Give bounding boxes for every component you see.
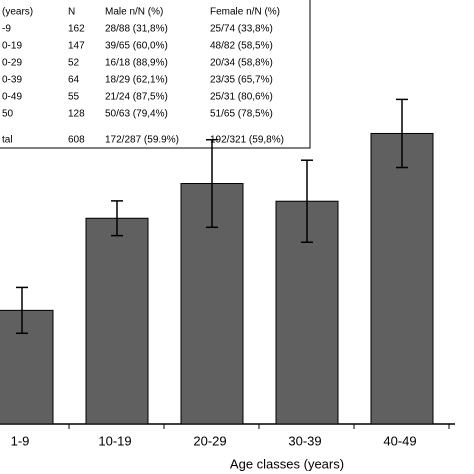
- x-axis-title: Age classes (years): [230, 456, 344, 471]
- table-cell: 64: [68, 75, 80, 86]
- table-cell: 23/35 (65,7%): [210, 75, 273, 86]
- table-cell: 16/18 (88,9%): [105, 58, 168, 69]
- x-tick-label: 1-9: [11, 433, 30, 448]
- table-cell: 18/29 (62,1%): [105, 75, 168, 86]
- table-cell: 608: [68, 135, 85, 146]
- table-cell: 21/24 (87,5%): [105, 92, 168, 103]
- bar: [85, 217, 149, 425]
- table-cell: 0-19: [2, 41, 22, 52]
- error-bar: [396, 98, 408, 169]
- table-cell: Male n/N (%): [105, 7, 163, 18]
- table-cell: tal: [2, 135, 13, 146]
- table-cell: N: [68, 7, 75, 18]
- table-cell: 39/65 (60,0%): [105, 41, 168, 52]
- table-cell: 55: [68, 92, 80, 103]
- table-cell: 128: [68, 109, 85, 120]
- x-tick-label: 40-49: [383, 433, 416, 448]
- table-cell: 162: [68, 24, 85, 35]
- table-cell: 172/287 (59.9%): [105, 135, 179, 146]
- table-cell: 48/82 (58,5%): [210, 41, 273, 52]
- table-box: [0, 0, 311, 149]
- table-cell: 0-39: [2, 75, 22, 86]
- error-bar: [111, 200, 123, 237]
- table-cell: 147: [68, 41, 85, 52]
- x-tick-label: 20-29: [193, 433, 226, 448]
- table-cell: -9: [2, 24, 11, 35]
- table-cell: 192/321 (59,8%): [210, 135, 284, 146]
- table-cell: (years): [2, 7, 33, 18]
- table-cell: 50/63 (79,4%): [105, 109, 168, 120]
- table-cell: Female n/N (%): [210, 7, 280, 18]
- table-cell: 0-29: [2, 58, 22, 69]
- table-cell: 20/34 (58,8%): [210, 58, 273, 69]
- table-cell: 52: [68, 58, 80, 69]
- table-cell: 50: [2, 109, 14, 120]
- table-cell: 0-49: [2, 92, 22, 103]
- bar: [370, 132, 434, 425]
- table-cell: 51/65 (78,5%): [210, 109, 273, 120]
- bar: [0, 309, 54, 425]
- error-bar: [206, 138, 218, 229]
- x-tick-label: 30-39: [288, 433, 321, 448]
- table-cell: 28/88 (31,8%): [105, 24, 168, 35]
- error-bar: [301, 159, 313, 243]
- x-tick-label: 10-19: [98, 433, 131, 448]
- bar: [275, 200, 339, 425]
- error-bar: [16, 286, 28, 335]
- table-cell: 25/74 (33,8%): [210, 24, 273, 35]
- table-cell: 25/31 (80,6%): [210, 92, 273, 103]
